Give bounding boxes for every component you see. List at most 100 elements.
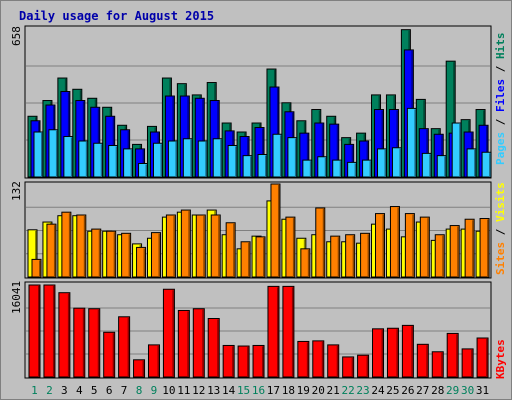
kbytes-bar: [222, 344, 235, 378]
visits-bar: [76, 214, 87, 278]
side-label-top: Pages / Files / Hits: [494, 33, 507, 166]
day-label: 19: [297, 384, 310, 397]
pages-bar: [406, 107, 417, 178]
kbytes-bar: [207, 317, 220, 378]
kbytes-bar: [267, 285, 280, 378]
kbytes-bar: [386, 327, 399, 378]
day-label: 21: [327, 384, 340, 397]
kbytes-bar: [416, 343, 429, 378]
kbytes-bar: [237, 345, 250, 378]
pages-bar: [167, 140, 178, 178]
day-label: 2: [46, 384, 53, 397]
kbytes-bar: [431, 351, 444, 378]
kbytes-bar: [327, 344, 340, 378]
visits-bar: [46, 223, 57, 278]
pages-bar: [212, 138, 223, 178]
visits-bar: [121, 232, 132, 278]
pages-bar: [138, 163, 149, 178]
visits-bar: [136, 246, 147, 278]
pages-bar: [93, 142, 104, 178]
day-label: 28: [431, 384, 444, 397]
visits-bar: [61, 211, 72, 278]
pages-bar: [227, 145, 238, 178]
pages-bar: [362, 159, 373, 178]
visits-bar: [389, 206, 400, 278]
kbytes-bar: [342, 356, 355, 378]
kbytes-bar: [372, 328, 385, 378]
legend-sep: /: [494, 59, 507, 79]
side-label-bot: KBytes: [494, 339, 507, 379]
hits-max-label: 658: [10, 26, 23, 46]
day-label: 5: [91, 384, 98, 397]
kbytes-bar: [312, 340, 325, 378]
visits-bar: [91, 228, 102, 278]
visits-bar: [165, 214, 176, 278]
visits-bar: [464, 218, 475, 278]
pages-bar: [197, 140, 208, 178]
kbytes-bar: [118, 316, 131, 378]
day-label: 22: [341, 384, 354, 397]
files-legend: Files: [494, 79, 507, 112]
sites-legend: Sites: [494, 242, 507, 275]
kbytes-max-label: 16041: [10, 281, 23, 314]
day-label: 25: [386, 384, 399, 397]
day-label: 3: [61, 384, 68, 397]
visits-legend: Visits: [494, 182, 507, 222]
day-label: 11: [177, 384, 190, 397]
pages-bar: [421, 152, 432, 178]
pages-bar: [436, 155, 447, 178]
pages-legend: Pages: [494, 132, 507, 165]
day-label: 29: [446, 384, 459, 397]
visits-bar: [479, 218, 490, 278]
kbytes-bar: [357, 354, 370, 378]
pages-bar: [391, 147, 402, 178]
visits-bar: [240, 241, 251, 278]
day-label: 30: [461, 384, 474, 397]
legend-sep: /: [494, 112, 507, 132]
kbytes-bar: [147, 344, 160, 378]
visits-bar: [345, 234, 356, 278]
day-label: 7: [121, 384, 128, 397]
visits-bar: [434, 234, 445, 278]
pages-bar: [257, 154, 268, 178]
pages-bar: [242, 155, 253, 178]
pages-bar: [451, 122, 462, 178]
visits-bar: [180, 209, 191, 278]
day-label: 18: [282, 384, 295, 397]
pages-bar: [48, 129, 59, 178]
visits-bar: [404, 213, 415, 278]
pages-bar: [481, 151, 492, 178]
kbytes-bar: [133, 359, 146, 378]
pages-bar: [332, 159, 343, 178]
kbytes-bar: [252, 344, 265, 378]
kbytes-bar: [446, 332, 459, 378]
day-label: 13: [207, 384, 220, 397]
chart-title: Daily usage for August 2015: [19, 9, 215, 23]
day-label: 15: [237, 384, 250, 397]
visits-max-label: 132: [10, 181, 23, 201]
pages-bar: [317, 156, 328, 178]
visits-bar: [285, 216, 296, 278]
day-label: 31: [476, 384, 489, 397]
visits-bar: [375, 213, 386, 278]
visits-bar: [106, 230, 117, 278]
side-label-mid: Sites / Visits: [494, 182, 507, 275]
kbytes-bar: [58, 292, 71, 378]
day-label: 20: [312, 384, 325, 397]
pages-bar: [33, 131, 44, 178]
visits-bar: [315, 207, 326, 278]
kbytes-bar: [177, 309, 190, 378]
visits-bar: [225, 222, 236, 278]
day-label: 9: [151, 384, 158, 397]
day-label: 4: [76, 384, 83, 397]
visits-bar: [195, 214, 206, 278]
day-label: 10: [162, 384, 175, 397]
pages-bar: [377, 148, 388, 178]
visits-bar: [150, 232, 161, 278]
visits-bar: [419, 216, 430, 278]
pages-bar: [272, 133, 283, 178]
day-label: 14: [222, 384, 236, 397]
pages-bar: [302, 159, 313, 178]
day-label: 27: [416, 384, 429, 397]
